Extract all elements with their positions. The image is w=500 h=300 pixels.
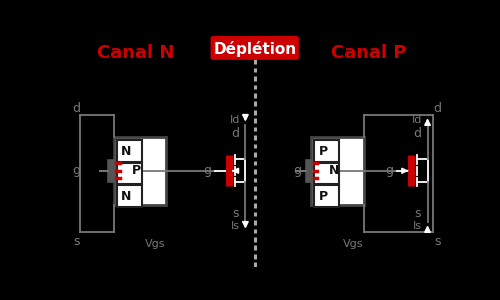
Text: Canal N: Canal N: [98, 44, 175, 62]
Text: P: P: [319, 145, 328, 158]
Text: Is: Is: [231, 221, 240, 231]
Text: Vgs: Vgs: [145, 239, 166, 249]
Text: d: d: [434, 102, 442, 115]
Text: d: d: [414, 127, 422, 140]
Bar: [114, 137, 166, 205]
Bar: [306, 160, 312, 182]
Text: Canal P: Canal P: [331, 44, 406, 62]
Text: g: g: [386, 164, 394, 177]
Text: P: P: [319, 190, 328, 203]
Text: d: d: [232, 127, 239, 140]
Bar: [314, 163, 339, 184]
Text: Déplétion: Déplétion: [213, 41, 296, 57]
Text: g: g: [294, 164, 302, 177]
Bar: [117, 185, 141, 207]
Text: s: s: [434, 235, 441, 248]
Text: g: g: [72, 164, 80, 177]
Text: N: N: [121, 190, 131, 203]
Text: N: N: [330, 164, 340, 177]
Text: Id: Id: [230, 115, 240, 125]
Text: s: s: [73, 235, 80, 248]
Text: s: s: [414, 207, 420, 220]
FancyBboxPatch shape: [210, 36, 299, 60]
Bar: [108, 160, 114, 182]
Text: P: P: [132, 164, 141, 177]
Text: Vgs: Vgs: [343, 239, 363, 249]
Text: Is: Is: [413, 221, 422, 231]
Bar: [312, 137, 364, 205]
Text: N: N: [121, 145, 131, 158]
Bar: [117, 163, 141, 184]
Text: s: s: [232, 207, 238, 220]
Text: g: g: [204, 164, 212, 177]
Bar: [314, 185, 339, 207]
Text: d: d: [72, 102, 80, 115]
Bar: [314, 140, 339, 162]
Bar: [117, 140, 141, 162]
Text: Id: Id: [412, 115, 422, 125]
